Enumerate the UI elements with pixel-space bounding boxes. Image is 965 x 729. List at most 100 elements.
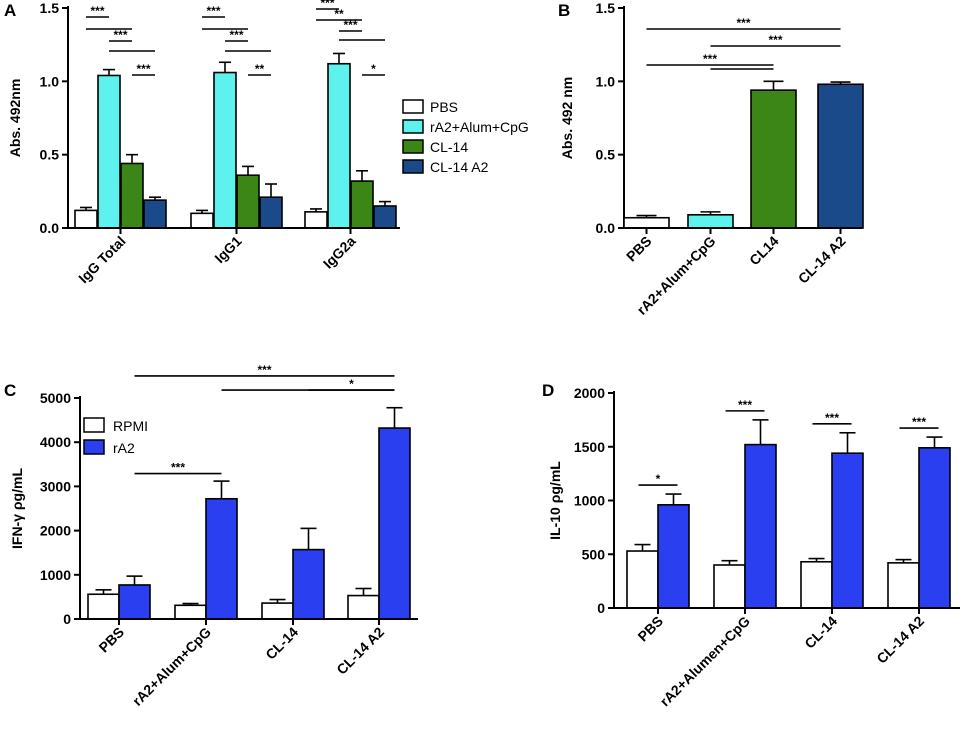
bar	[174, 604, 207, 620]
bar	[626, 550, 659, 609]
panel-label: B	[558, 1, 570, 20]
y-tick-label: 0.0	[596, 220, 616, 236]
panel-d: D 0 500 1000 1500 2000 IL-10 ρg/mL PBSrA2+Alume…	[542, 381, 960, 709]
x-tick-label: IgG2a	[320, 233, 359, 272]
y-tick-label: 1.0	[596, 73, 616, 89]
x-tick-label: CL-14 A2	[333, 624, 387, 678]
bar	[143, 199, 167, 229]
bar	[97, 74, 121, 229]
significance-label: ***	[703, 52, 717, 66]
bar	[74, 209, 98, 229]
significance-label: ***	[136, 62, 150, 76]
x-tick-label: rA2+Alum+CpG	[129, 624, 214, 709]
significance-label: ***	[825, 411, 839, 425]
panel-c: C 0 1000 2000 3000 4000 5000 IFN-γ ρg/mL PBS rA2+…	[4, 363, 418, 709]
significance-label: ***	[343, 18, 357, 32]
legend-swatch	[402, 99, 424, 114]
significance-label: ***	[736, 16, 750, 30]
panel-label: A	[4, 1, 16, 20]
x-tick-label: PBS	[623, 233, 655, 265]
panel-a: A 0.0 0.5 1.0 1.5 Abs. 492nm IgG Total IgG1 IgG2…	[4, 0, 529, 286]
significance-label: *	[349, 377, 354, 391]
panel-label: C	[4, 381, 16, 400]
significance-label: ***	[90, 4, 104, 18]
bar	[205, 497, 238, 620]
bar	[713, 564, 746, 609]
y-tick-label: 2000	[574, 385, 605, 401]
y-tick-label: 4000	[40, 434, 71, 450]
legend-label: PBS	[430, 99, 458, 115]
bar	[120, 162, 144, 229]
x-tick-label: IgG1	[211, 233, 244, 266]
y-tick-label: 500	[582, 546, 606, 562]
x-tick-label: PBS	[95, 624, 127, 656]
x-tick-label: rA2+Alumen+CpG	[657, 613, 754, 710]
legend-label: CL-14	[430, 139, 468, 155]
bar	[378, 427, 411, 620]
bar	[236, 174, 260, 229]
y-tick-label: 0.5	[596, 147, 616, 163]
x-tick-label: IgG Total	[75, 233, 128, 286]
bar	[918, 447, 951, 609]
bar	[259, 196, 283, 229]
bar	[87, 593, 120, 620]
significance-label: ***	[257, 363, 271, 377]
significance-label: ***	[912, 415, 926, 429]
bar	[190, 212, 214, 229]
bar	[800, 560, 833, 609]
y-tick-label: 0.5	[40, 147, 60, 163]
significance-label: *	[371, 62, 376, 76]
significance-label: *	[656, 472, 661, 486]
x-tick-label: CL-14	[262, 624, 301, 663]
y-axis-label: Abs. 492nm	[7, 79, 23, 158]
y-axis-label: IFN-γ ρg/mL	[9, 468, 25, 549]
y-tick-label: 3000	[40, 478, 71, 494]
bar	[350, 180, 374, 229]
bar	[623, 216, 670, 229]
y-tick-label: 2000	[40, 523, 71, 539]
significance-label: ***	[113, 28, 127, 42]
significance-label: ***	[171, 461, 185, 475]
x-tick-label: CL-14 A2	[795, 233, 849, 287]
legend-swatch	[83, 417, 105, 433]
bar	[744, 443, 777, 609]
bar	[118, 584, 151, 620]
legend-swatch	[402, 159, 424, 174]
y-tick-label: 0.0	[40, 220, 60, 236]
bar	[750, 89, 797, 229]
y-axis-label: Abs. 492 nm	[559, 77, 575, 159]
bar	[261, 602, 294, 620]
significance-label: ***	[768, 33, 782, 47]
legend-swatch	[402, 119, 424, 134]
significance-label: ***	[206, 4, 220, 18]
bar	[347, 594, 380, 620]
bar	[304, 211, 328, 229]
significance-label: ***	[320, 0, 334, 10]
bar	[657, 503, 690, 609]
bar	[817, 83, 864, 229]
bar	[213, 71, 237, 229]
legend-label: CL-14 A2	[430, 159, 489, 175]
significance-label: ***	[738, 398, 752, 412]
bar	[292, 548, 325, 620]
y-tick-label: 1.5	[596, 0, 616, 16]
legend-label: rA2+Alum+CpG	[430, 119, 529, 135]
significance-label: **	[255, 62, 265, 76]
bar	[687, 214, 734, 229]
panel-label: D	[542, 381, 554, 400]
y-tick-label: 1000	[574, 493, 605, 509]
significance-label: ***	[229, 28, 243, 42]
y-tick-label: 1500	[574, 439, 605, 455]
x-tick-label: CL-14	[801, 613, 840, 652]
y-tick-label: 0	[63, 611, 71, 627]
y-tick-label: 5000	[40, 390, 71, 406]
x-tick-label: PBS	[634, 613, 666, 645]
bar	[831, 452, 864, 609]
legend-label: RPMI	[113, 418, 148, 434]
y-tick-label: 1000	[40, 567, 71, 583]
legend-swatch	[402, 139, 424, 154]
bar	[373, 205, 397, 229]
y-tick-label: 1.0	[40, 73, 60, 89]
